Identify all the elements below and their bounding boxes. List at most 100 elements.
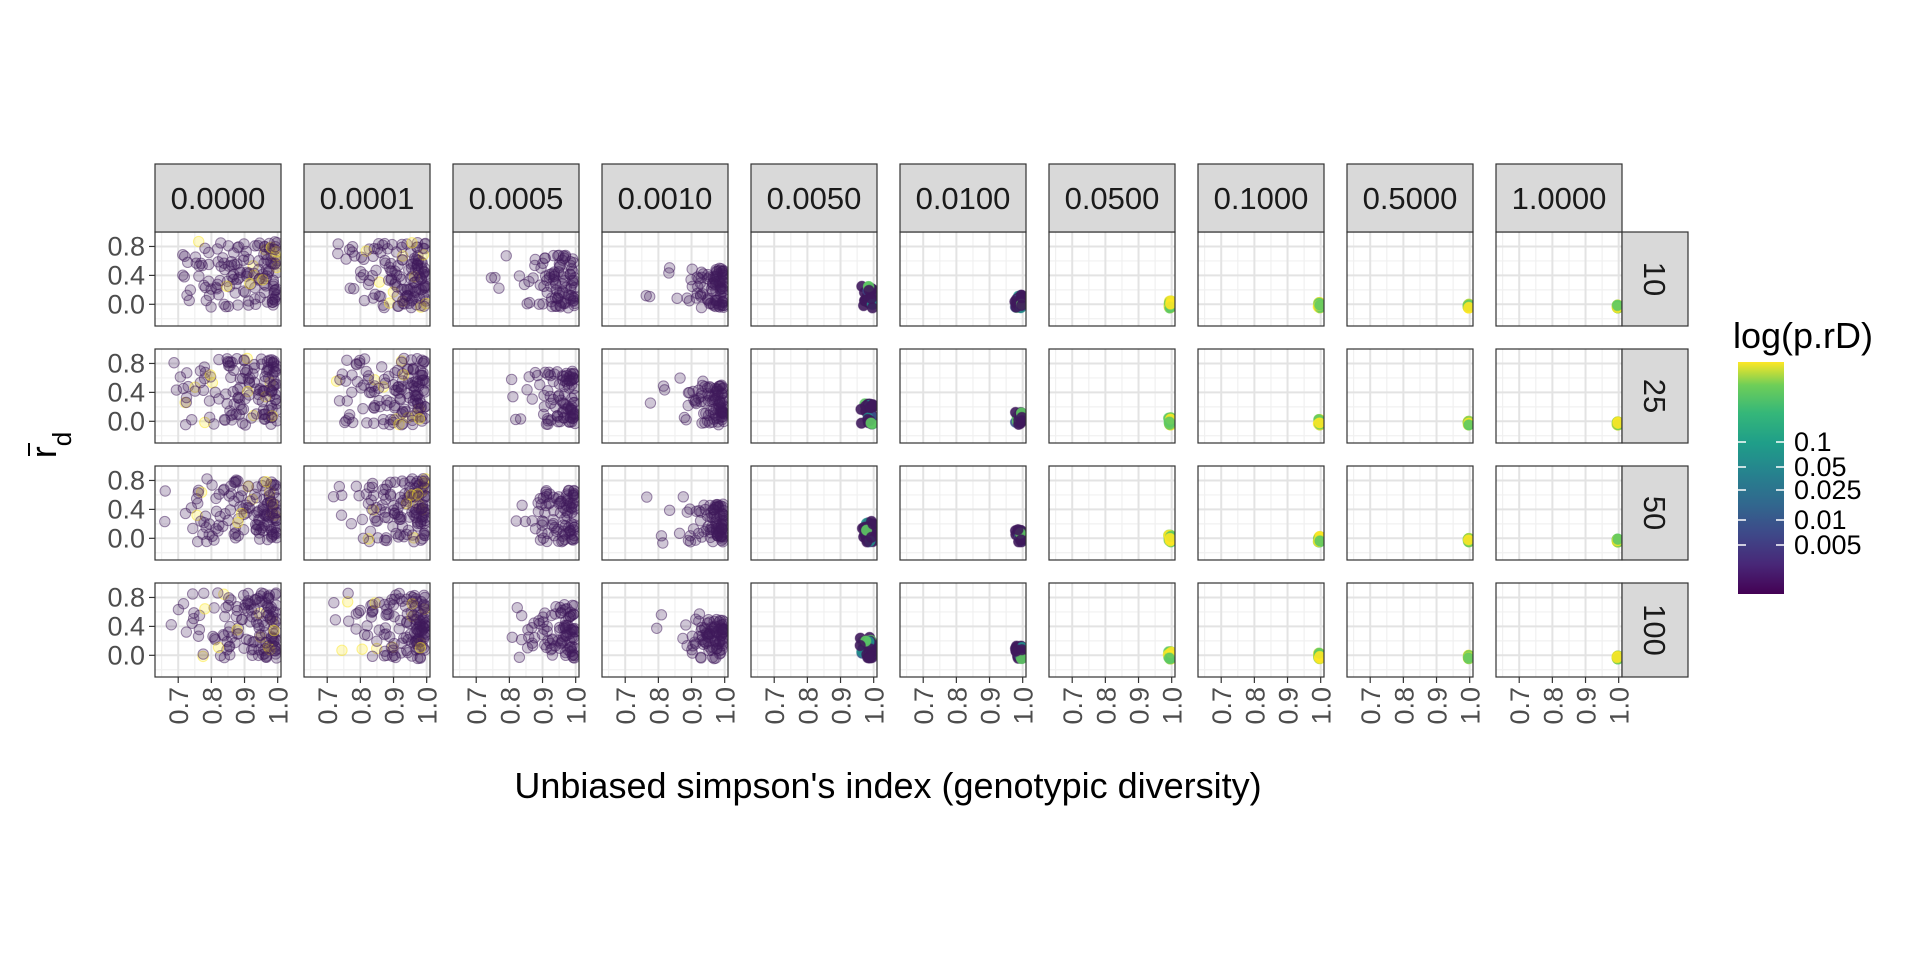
data-point	[219, 610, 231, 623]
row-strip-label: 10	[1637, 262, 1672, 296]
panel-background	[900, 466, 1026, 560]
data-point	[261, 254, 273, 266]
data-point	[1462, 652, 1473, 664]
data-point	[208, 418, 220, 430]
data-point	[358, 628, 371, 641]
data-point	[340, 375, 352, 387]
data-point	[1016, 644, 1026, 656]
data-point	[346, 246, 359, 258]
data-point	[538, 400, 551, 413]
data-point	[356, 513, 369, 526]
data-point	[350, 480, 363, 493]
data-point	[564, 635, 576, 647]
data-point	[366, 477, 379, 490]
data-point	[528, 617, 540, 629]
data-point	[348, 283, 360, 295]
facet-panel	[750, 348, 878, 444]
data-point	[388, 649, 401, 662]
data-point	[485, 272, 498, 284]
data-point	[556, 296, 568, 309]
data-point	[399, 488, 411, 500]
data-point	[204, 369, 216, 381]
x-tick-label: 0.9	[1572, 687, 1602, 725]
panel-points	[855, 398, 877, 430]
panel-points	[856, 280, 877, 314]
data-point	[680, 414, 692, 426]
data-point	[863, 652, 875, 664]
panel-gridlines	[900, 349, 1026, 443]
x-axis-ticks: 0.7 0.8 0.9 1.0 0.7 0.8 0.9 1.0 0.7 0.8 0.9 1.0 0.7 0…	[164, 677, 1635, 725]
data-point	[341, 354, 353, 366]
data-point	[179, 250, 191, 262]
facet-panel	[1346, 231, 1474, 327]
x-tick-label: 0.7	[462, 687, 492, 725]
legend-title: log(p.rD)	[1733, 315, 1873, 356]
data-point	[677, 491, 689, 503]
data-point	[417, 242, 429, 254]
data-point	[268, 624, 280, 637]
panel-background	[1049, 349, 1175, 443]
legend-tick-label: 0.1	[1794, 427, 1832, 457]
data-point	[219, 414, 231, 426]
data-point	[228, 476, 240, 488]
data-point	[543, 272, 556, 284]
data-point	[203, 411, 216, 424]
data-point	[270, 643, 281, 655]
data-point	[566, 392, 578, 405]
data-point	[711, 385, 723, 397]
svg-text:rd: rd	[23, 432, 77, 458]
data-point	[197, 384, 210, 397]
data-point	[391, 290, 403, 302]
data-point	[1015, 534, 1026, 546]
x-tick-label: 0.7	[1207, 687, 1237, 725]
data-point	[529, 366, 541, 379]
panel-points	[485, 249, 579, 314]
panel-border	[303, 465, 431, 561]
data-point	[412, 491, 425, 503]
data-point	[505, 373, 518, 386]
data-point	[358, 253, 370, 266]
data-point	[366, 605, 379, 618]
data-point	[553, 289, 565, 302]
panel-border	[1197, 582, 1325, 678]
data-point	[165, 619, 177, 631]
column-strip-label: 0.0100	[916, 181, 1011, 216]
data-point	[218, 298, 230, 311]
data-point	[236, 372, 249, 385]
data-point	[415, 369, 428, 382]
panel-gridlines	[751, 232, 877, 326]
data-point	[714, 614, 726, 627]
data-point	[687, 640, 699, 652]
data-point	[270, 587, 281, 599]
data-point	[192, 487, 204, 499]
x-tick-label: 0.8	[1091, 687, 1121, 725]
panel-gridlines	[751, 583, 877, 677]
data-point	[203, 289, 216, 302]
data-point	[170, 384, 183, 396]
data-point	[387, 520, 399, 533]
data-point	[709, 294, 721, 306]
data-point	[408, 589, 421, 602]
panel-background	[1496, 583, 1622, 677]
panel-border	[303, 348, 431, 444]
data-point	[697, 375, 709, 387]
data-point	[232, 392, 244, 404]
data-point	[242, 295, 255, 307]
panel-gridlines	[1496, 232, 1622, 326]
data-point	[398, 283, 411, 296]
data-point	[358, 379, 370, 391]
panel-gridlines	[1496, 583, 1622, 677]
data-point	[238, 602, 251, 614]
data-point	[225, 371, 237, 384]
facet-panel	[1048, 231, 1176, 327]
data-point	[253, 596, 266, 608]
panel-points	[168, 352, 281, 431]
column-strip-label: 1.0000	[1512, 181, 1607, 216]
data-point	[867, 518, 877, 530]
panel-points	[1009, 640, 1026, 665]
data-point	[384, 490, 397, 502]
data-point	[557, 534, 569, 547]
data-point	[236, 417, 249, 429]
column-strip-label: 0.0050	[767, 181, 862, 216]
data-point	[379, 645, 391, 658]
